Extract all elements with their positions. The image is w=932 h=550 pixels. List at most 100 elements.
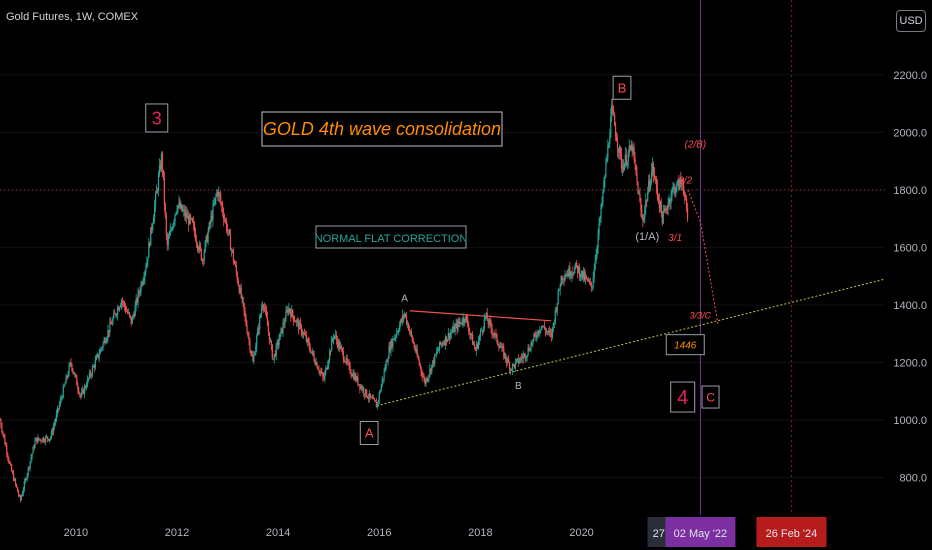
candle-body bbox=[622, 166, 624, 171]
candle-body bbox=[466, 315, 468, 320]
candle-body bbox=[536, 337, 538, 338]
candle-body bbox=[483, 318, 485, 329]
candle-body bbox=[227, 229, 230, 231]
candle-body bbox=[76, 376, 78, 386]
candle-body bbox=[405, 315, 408, 324]
candle-body bbox=[544, 325, 546, 330]
candle-body bbox=[556, 302, 558, 312]
candle-body bbox=[261, 305, 264, 309]
candle-body bbox=[179, 202, 181, 209]
wave-label-box bbox=[359, 421, 379, 446]
candle-body bbox=[240, 287, 242, 298]
candle-body bbox=[336, 340, 339, 347]
candle-body bbox=[221, 202, 223, 207]
candle-body bbox=[629, 146, 631, 150]
candle-body bbox=[233, 261, 235, 264]
candle-body bbox=[358, 384, 360, 386]
symbol-header[interactable]: Gold Futures, 1W, COMEX bbox=[6, 11, 139, 23]
candle-body bbox=[239, 287, 241, 293]
candle-body bbox=[526, 354, 528, 358]
candle-body bbox=[603, 180, 605, 192]
candle-body bbox=[242, 297, 244, 304]
candle-body bbox=[133, 315, 135, 317]
candle-body bbox=[207, 231, 209, 242]
candle-body bbox=[18, 495, 21, 496]
candle-body bbox=[198, 244, 200, 251]
candle-body bbox=[590, 282, 592, 288]
candle-body bbox=[9, 461, 11, 464]
candle-body bbox=[362, 388, 364, 390]
candle-body bbox=[58, 404, 60, 409]
candle-body bbox=[651, 163, 654, 171]
candle-body bbox=[108, 330, 110, 333]
candle-body bbox=[500, 347, 502, 348]
candle-body bbox=[126, 311, 129, 313]
candle-body bbox=[153, 217, 155, 225]
candle-body bbox=[647, 191, 649, 202]
candle-body bbox=[149, 242, 151, 246]
candle-body bbox=[174, 214, 176, 221]
candle-body bbox=[540, 329, 542, 331]
candle-body bbox=[359, 384, 361, 389]
candle-body bbox=[59, 399, 61, 405]
candle-body bbox=[365, 389, 367, 396]
candle-body bbox=[577, 265, 579, 273]
wave-label: B bbox=[515, 381, 522, 392]
candle-body bbox=[30, 457, 32, 462]
candle-body bbox=[655, 178, 658, 187]
candle-body bbox=[420, 366, 422, 372]
candle-body bbox=[136, 298, 138, 303]
candle-body bbox=[278, 339, 280, 345]
candle-body bbox=[488, 319, 490, 325]
wave-label: 4 bbox=[677, 387, 688, 409]
candle-body bbox=[155, 193, 157, 206]
candle-body bbox=[545, 331, 548, 333]
candle-body bbox=[144, 271, 146, 279]
candle-body bbox=[638, 193, 640, 195]
currency-button[interactable]: USD bbox=[896, 10, 926, 32]
candle-body bbox=[304, 334, 306, 336]
candle-body bbox=[332, 337, 335, 340]
candle-body bbox=[559, 286, 561, 290]
candle-body bbox=[78, 389, 80, 394]
candle-body bbox=[424, 378, 426, 385]
candle-body bbox=[334, 335, 337, 336]
candle-body bbox=[178, 202, 180, 206]
candle-body bbox=[671, 189, 673, 198]
candle-body bbox=[373, 398, 376, 401]
candle-body bbox=[313, 355, 315, 361]
candle-body bbox=[293, 315, 295, 321]
candle-body bbox=[132, 315, 134, 317]
candle-body bbox=[453, 326, 455, 332]
candle-body bbox=[485, 313, 487, 317]
candle-body bbox=[250, 350, 252, 354]
chart-title: GOLD 4th wave consolidation bbox=[263, 119, 501, 139]
candle-body bbox=[224, 219, 226, 221]
candle-body bbox=[517, 358, 519, 363]
candle-body bbox=[247, 333, 249, 337]
candle-body bbox=[683, 185, 685, 195]
candle-body bbox=[208, 222, 210, 232]
candle-body bbox=[77, 385, 79, 390]
candle-body bbox=[270, 340, 272, 346]
candle-body bbox=[414, 347, 416, 352]
candle-body bbox=[54, 419, 57, 424]
candle-body bbox=[399, 324, 401, 331]
time-tick-label: 2012 bbox=[165, 527, 189, 539]
candle-body bbox=[262, 305, 265, 308]
candle-body bbox=[28, 467, 30, 469]
candle-body bbox=[573, 273, 575, 274]
candle-body bbox=[315, 362, 317, 365]
candle-body bbox=[248, 336, 250, 341]
candle-body bbox=[196, 243, 199, 249]
candle-body bbox=[636, 173, 638, 182]
candle-body bbox=[173, 220, 175, 225]
candle-body bbox=[503, 347, 505, 358]
candle-body bbox=[657, 195, 660, 201]
candle-body bbox=[684, 194, 686, 197]
candle-body bbox=[547, 330, 550, 333]
candle-body bbox=[642, 217, 644, 221]
candle-body bbox=[290, 311, 292, 317]
candle-body bbox=[109, 322, 111, 333]
